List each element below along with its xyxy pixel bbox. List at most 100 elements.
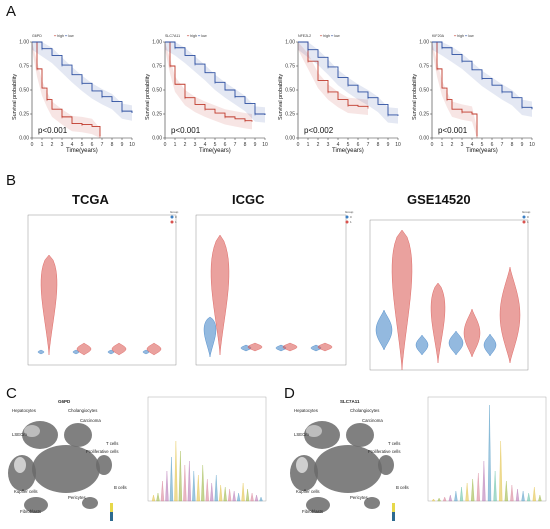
legend-low: low [468,34,474,38]
svg-text:1: 1 [175,220,177,224]
km-ytick: 0.50 [285,88,295,94]
tsne-cluster-label: B cells [396,485,409,490]
km-xtick: 1 [174,142,177,148]
expression-violin [527,492,531,502]
expression-violin [250,492,254,502]
violin-icgc-group1 [317,342,333,352]
violin-tcga-group1 [76,342,92,356]
km-curve-high [32,41,101,137]
expression-violin [227,488,232,502]
tsne-cluster-label: Hepatocytes [12,408,36,413]
expression-violin [254,494,259,502]
tsne-gene-title: SLC7A11 [340,399,360,404]
km-xtick: 1 [441,142,444,148]
tsne-cluster [24,497,48,513]
km-axes: 0.00 0.25 0.50 0.75 1.00 0 1 2 3 4 5 6 7 8 9 10 [152,40,268,148]
km-ytick: 0.50 [419,88,429,94]
km-xtick: 7 [234,142,237,148]
legend-high: high [190,34,197,38]
km-xtick: 5 [214,142,217,148]
expression-violin [214,474,218,502]
km-ytick: 0.75 [419,64,429,70]
expression-violin [232,490,236,502]
km-xtick: 7 [367,142,370,148]
km-xtick: 4 [471,142,474,148]
km-pvalue: p<0.001 [38,126,68,135]
legend-high: high [57,34,64,38]
tsne-cluster-label: Cholangiocytes [68,408,97,413]
km-xtick: 9 [387,142,390,148]
svg-text:0: 0 [527,215,529,219]
violin-tcga-group1 [146,342,162,356]
tsne-cluster-label: LSECm [12,432,27,437]
km-xtick: 5 [481,142,484,148]
km-xtick: 6 [491,142,494,148]
expression-violin [471,478,475,502]
violin-gse-group1 [430,282,446,364]
svg-text:0: 0 [175,215,177,219]
legend-high: high [457,34,464,38]
tsne-cluster-label: Proliferative cells [368,449,400,454]
legend-low: low [68,34,74,38]
km-xtick: 3 [194,142,197,148]
tsne-cluster [346,423,374,447]
violin-tcga-group0 [37,349,45,355]
expression-violin [448,494,452,502]
km-ytick: 0.50 [152,88,162,94]
expression-violin [187,460,191,502]
tsne-cluster [306,497,330,513]
expression-panel-d [427,396,547,502]
km-xtick: 2 [184,142,187,148]
panel-letter-a: A [6,3,17,20]
km-ci-band-high [32,42,100,138]
panel-letter-b: B [6,172,17,189]
legend-low: low [334,34,340,38]
tsne-cluster-label: B cells [114,485,127,490]
tsne-gene-title: G6PD [58,399,71,404]
tsne-cluster-label: T cells [106,441,118,446]
km-xlabel: Time(years) [332,148,364,154]
km-plot-g6pd: G6PD ━ high ━ low 0.00 0.25 0.50 0.75 1.00 0 1 2 3… [10,34,138,158]
km-xtick: 8 [377,142,380,148]
km-xtick: 10 [529,142,535,148]
km-axes: 0.00 0.25 0.50 0.75 1.00 0 1 2 3 4 5 6 7 8 9 10 [19,40,135,148]
expression-violin [205,478,209,502]
km-xtick: 2 [51,142,54,148]
km-ylabel: Survival probability [12,73,18,120]
svg-text:1: 1 [527,220,529,224]
km-plot-slc7a11: SLC7A11 ━ high ━ low 0.00 0.25 0.50 0.75 1.00 0… [143,34,271,158]
km-xtick: 9 [254,142,257,148]
expression-violin [156,492,160,502]
km-pvalue: p<0.002 [304,126,334,135]
violin-frame-gse14520 [369,219,529,371]
km-xtick: 3 [327,142,330,148]
expression-violin [178,450,183,502]
violin-gse-group0 [483,333,497,357]
svg-text:1: 1 [350,220,352,224]
expression-violin [223,486,227,502]
violin-gse-group0 [375,309,393,351]
expression-violin [465,482,469,502]
expression-violin [174,440,178,502]
tsne-cluster-label: Carcinoma [362,418,383,423]
violin-tcga-group1 [40,254,58,356]
tsne-cluster [64,423,92,447]
expression-panel-c [147,396,267,502]
violin-gse-group1 [499,266,521,364]
expression-violin [454,490,458,502]
expression-violin [476,472,480,502]
svg-text:0: 0 [350,215,352,219]
km-legend: ━ high ━ low [454,34,474,38]
km-xtick: 4 [71,142,74,148]
km-xtick: 1 [307,142,310,148]
km-ytick: 0.75 [285,64,295,70]
violin-title-gse14520: GSE14520 [407,192,471,207]
km-gene-label: SLC7A11 [165,34,181,38]
km-ytick: 0.75 [152,64,162,70]
km-xtick: 3 [461,142,464,148]
km-xtick: 4 [337,142,340,148]
km-ylabel: Survival probability [278,73,284,120]
expression-violin [510,484,514,502]
